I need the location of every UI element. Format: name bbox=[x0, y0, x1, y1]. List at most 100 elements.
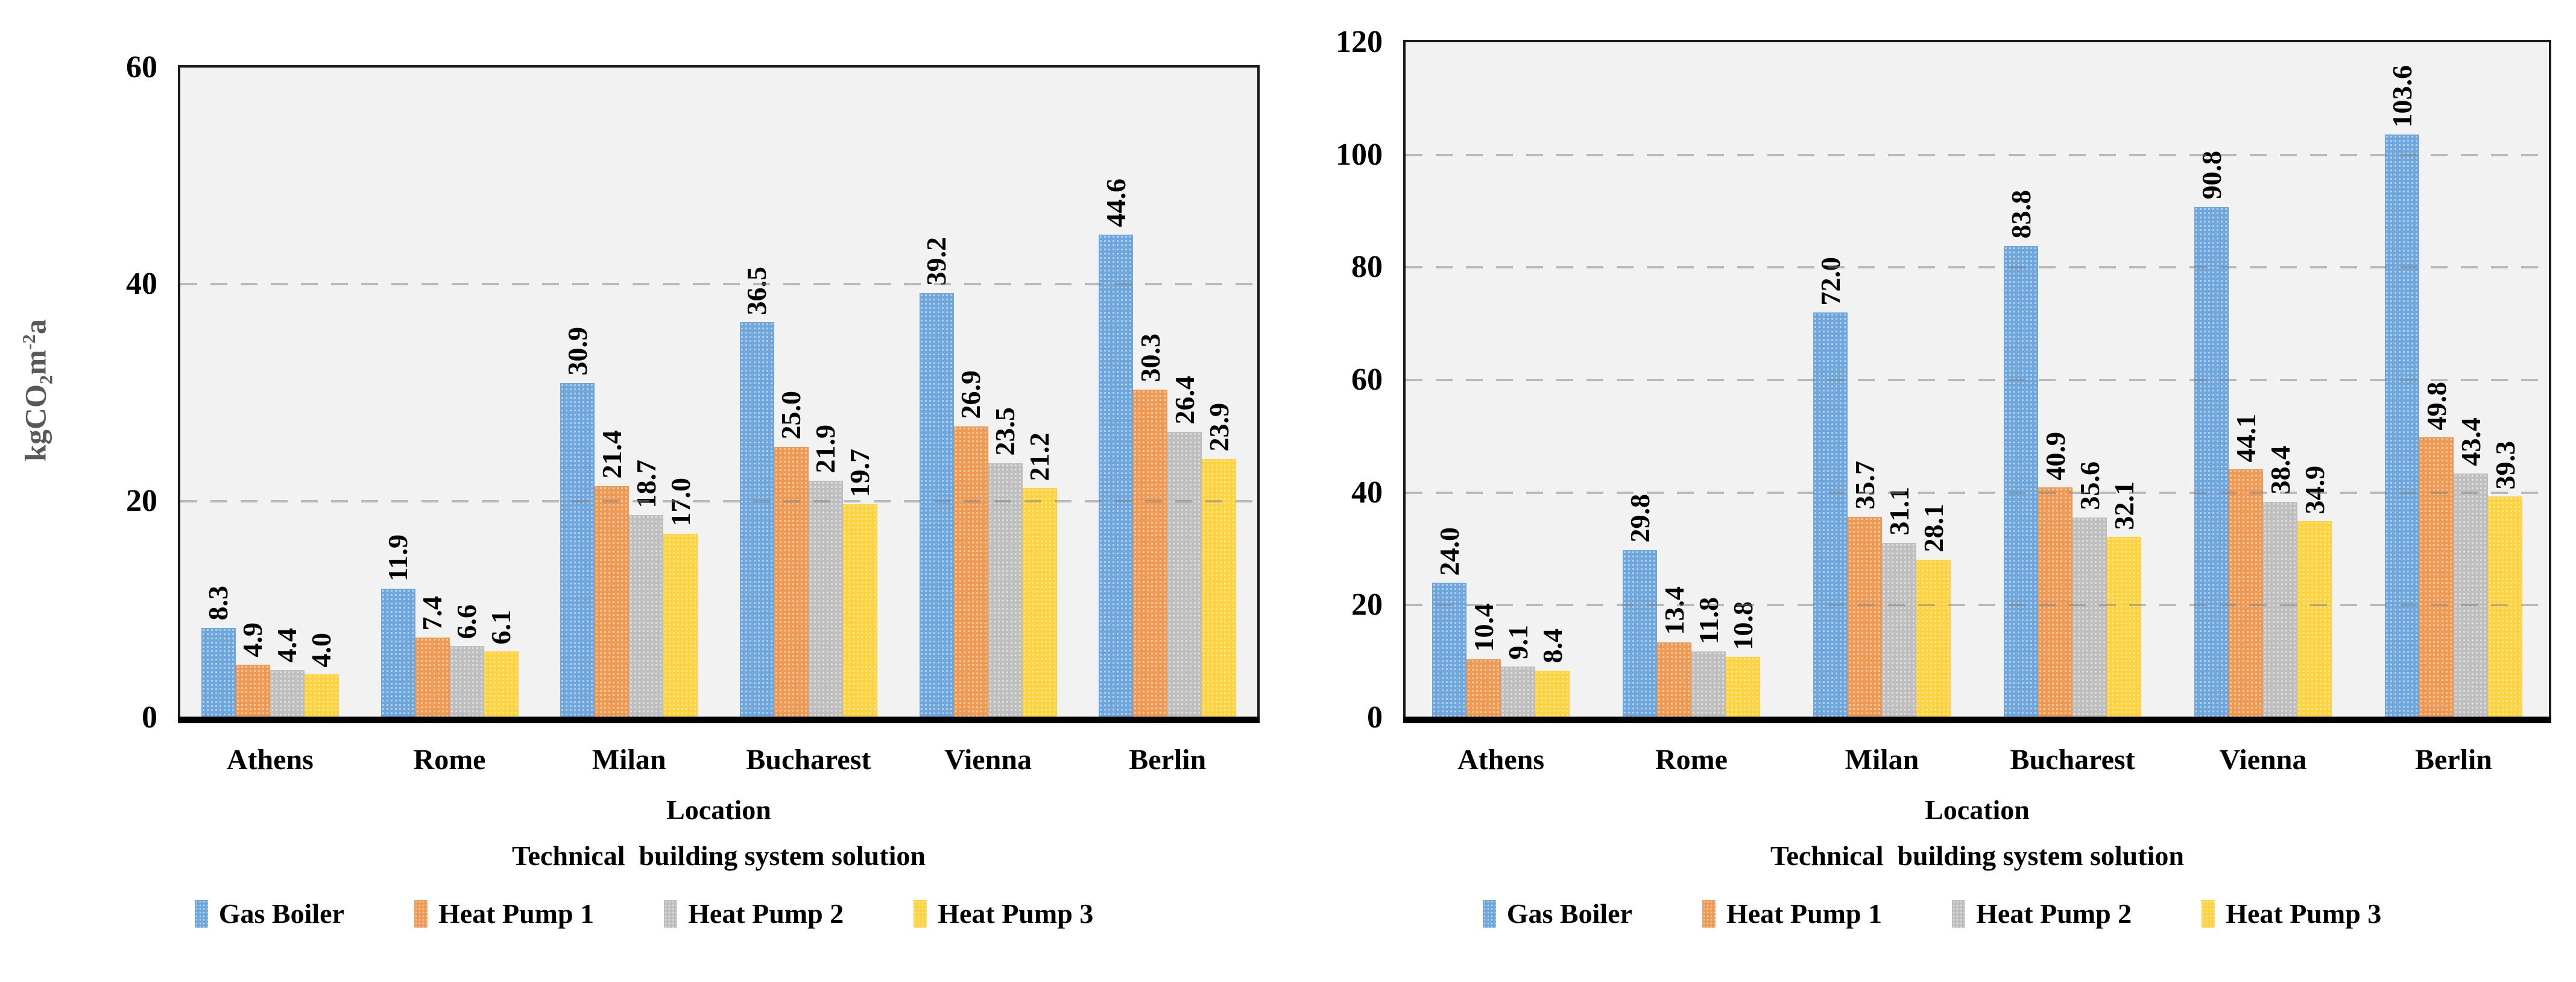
bar-value-label: 24.0 bbox=[1433, 527, 1465, 576]
category-label-athens: Athens bbox=[1457, 744, 1545, 776]
y-axis-tick-label: 40 bbox=[126, 267, 157, 302]
bar-value-label: 11.9 bbox=[382, 534, 413, 582]
bar-heat-pump-2-milan: 18.7 bbox=[629, 460, 664, 718]
bar-value-label: 40.9 bbox=[2039, 431, 2071, 481]
bar-heat-pump-1-vienna: 44.1 bbox=[2229, 414, 2263, 718]
bar-value-label: 44.1 bbox=[2230, 413, 2261, 463]
bar-heat-pump-3-berlin: 39.3 bbox=[2488, 441, 2522, 718]
bar-group-berlin: 44.6 30.3 26.4 23.9 bbox=[1078, 68, 1257, 718]
bar-heat-pump-3-milan: 17.0 bbox=[663, 478, 698, 718]
bar-value-label: 43.4 bbox=[2455, 417, 2486, 466]
bar-gas-boiler-berlin: 103.6 bbox=[2385, 65, 2419, 718]
y-axis-title-mid: m bbox=[18, 349, 52, 375]
x-axis-title-system-solution: Technical building system solution bbox=[512, 840, 926, 871]
category-label-milan: Milan bbox=[592, 744, 666, 776]
bar-group-vienna: 90.8 44.1 38.4 34.9 bbox=[2168, 42, 2358, 718]
legend-item-gas-boiler: Gas Boiler bbox=[194, 898, 344, 929]
legend-swatch-heat-pump-3 bbox=[2202, 900, 2215, 928]
bar-heat-pump-3-vienna: 34.9 bbox=[2297, 466, 2332, 718]
bar-value-label: 35.6 bbox=[2074, 461, 2105, 510]
category-label-milan: Milan bbox=[1845, 744, 1919, 776]
bar-value-label: 21.4 bbox=[596, 430, 627, 479]
bar-group-bucharest: 36.5 25.0 21.9 19.7 bbox=[719, 68, 898, 718]
bar-heat-pump-2-athens: 4.4 bbox=[270, 628, 305, 718]
bar-value-label: 8.3 bbox=[203, 586, 234, 621]
bar-gas-boiler-vienna: 90.8 bbox=[2194, 151, 2229, 718]
category-labels: Athens Rome Milan Bucharest Vienna Berlin bbox=[1406, 743, 2549, 776]
bar-value-label: 10.4 bbox=[1468, 603, 1499, 652]
bar-value-label: 39.3 bbox=[2489, 440, 2521, 490]
bar-value-label: 30.3 bbox=[1134, 334, 1166, 382]
bar-value-label: 29.8 bbox=[1624, 494, 1655, 543]
bar-value-label: 11.8 bbox=[1693, 597, 1724, 644]
y-axis-title-text: kgCO bbox=[18, 384, 52, 461]
legend: Gas Boiler Heat Pump 1 Heat Pump 2 Heat Pum… bbox=[1288, 900, 2576, 928]
bar-group-bucharest: 83.8 40.9 35.6 32.1 bbox=[1977, 42, 2168, 718]
category-label-bucharest: Bucharest bbox=[746, 744, 871, 776]
legend-item-heat-pump-3: Heat Pump 3 bbox=[914, 900, 1093, 928]
y-axis-tick-label: 60 bbox=[126, 50, 157, 84]
legend-label: Gas Boiler bbox=[218, 898, 344, 929]
bar-value-label: 30.9 bbox=[561, 327, 593, 376]
chart-panel-right: 24.0 10.4 9.1 8.4 29.8 13.4 11.8 10.8 72.0 35.7 31… bbox=[1288, 0, 2576, 982]
bar-value-label: 103.6 bbox=[2386, 65, 2417, 128]
y-axis-title-superscript: -2 bbox=[17, 334, 39, 350]
bar-heat-pump-3-bucharest: 32.1 bbox=[2107, 481, 2141, 718]
bar-group-milan: 72.0 35.7 31.1 28.1 bbox=[1787, 42, 1977, 718]
y-axis-title-subscript: 2 bbox=[35, 375, 57, 385]
y-axis-tick-label: 20 bbox=[126, 483, 157, 518]
bar-gas-boiler-vienna: 39.2 bbox=[919, 237, 954, 718]
legend-item-heat-pump-2: Heat Pump 2 bbox=[664, 900, 844, 928]
legend-label: Heat Pump 2 bbox=[1976, 898, 2132, 929]
bar-heat-pump-1-bucharest: 40.9 bbox=[2038, 432, 2072, 718]
bar-group-rome: 29.8 13.4 11.8 10.8 bbox=[1596, 42, 1787, 718]
bar-value-label: 10.8 bbox=[1727, 601, 1758, 650]
legend: Gas Boiler Heat Pump 1 Heat Pump 2 Heat Pum… bbox=[0, 900, 1288, 928]
bar-value-label: 25.0 bbox=[775, 391, 807, 440]
bar-value-label: 72.0 bbox=[1814, 256, 1846, 306]
legend-label: Heat Pump 2 bbox=[688, 898, 844, 929]
y-axis-title: kgCO2m-2a bbox=[18, 319, 57, 461]
category-label-rome: Rome bbox=[1655, 744, 1728, 776]
category-label-bucharest: Bucharest bbox=[2010, 744, 2135, 776]
bar-value-label: 26.9 bbox=[955, 370, 987, 419]
legend-swatch-heat-pump-2 bbox=[664, 900, 678, 928]
bar-value-label: 21.9 bbox=[810, 425, 841, 474]
legend-item-heat-pump-1: Heat Pump 1 bbox=[414, 900, 594, 928]
x-axis-title-system-solution: Technical building system solution bbox=[1770, 840, 2184, 871]
bar-gas-boiler-athens: 24.0 bbox=[1432, 527, 1466, 718]
category-label-berlin: Berlin bbox=[1129, 744, 1207, 776]
bar-value-label: 36.5 bbox=[741, 266, 772, 315]
category-label-vienna: Vienna bbox=[944, 744, 1032, 776]
bar-value-label: 8.4 bbox=[1536, 629, 1568, 664]
bar-groups: 8.3 4.9 4.4 4.0 11.9 7.4 6.6 6.1 30.9 21.4 18.7 17.… bbox=[180, 68, 1257, 718]
plot-area: 24.0 10.4 9.1 8.4 29.8 13.4 11.8 10.8 72.0 35.7 31… bbox=[1336, 27, 2551, 733]
x-axis-title-location: Location bbox=[1925, 794, 2030, 825]
bar-heat-pump-2-berlin: 43.4 bbox=[2454, 417, 2488, 718]
legend-swatch-heat-pump-1 bbox=[1702, 900, 1716, 928]
legend-swatch-heat-pump-3 bbox=[914, 900, 927, 928]
bar-value-label: 23.5 bbox=[990, 407, 1021, 456]
bar-gas-boiler-milan: 72.0 bbox=[1813, 257, 1848, 718]
legend-swatch-gas-boiler bbox=[1482, 900, 1496, 928]
bar-value-label: 4.4 bbox=[271, 628, 303, 663]
bar-value-label: 31.1 bbox=[1883, 487, 1915, 536]
bar-value-label: 44.6 bbox=[1100, 179, 1131, 227]
bar-value-label: 7.4 bbox=[417, 595, 447, 631]
bar-heat-pump-2-rome: 6.6 bbox=[449, 604, 484, 718]
category-label-rome: Rome bbox=[413, 744, 486, 776]
y-axis-tick-label: 100 bbox=[1336, 137, 1383, 172]
bar-heat-pump-3-athens: 4.0 bbox=[304, 633, 339, 718]
bar-group-milan: 30.9 21.4 18.7 17.0 bbox=[539, 68, 719, 718]
legend-swatch-gas-boiler bbox=[194, 900, 208, 928]
legend-swatch-heat-pump-1 bbox=[414, 900, 428, 928]
bar-value-label: 26.4 bbox=[1169, 376, 1200, 425]
plot-area: 8.3 4.9 4.4 4.0 11.9 7.4 6.6 6.1 30.9 21.4 18.7 17.… bbox=[126, 52, 1260, 733]
category-labels: Athens Rome Milan Bucharest Vienna Berlin bbox=[180, 743, 1257, 776]
bar-value-label: 6.1 bbox=[485, 609, 516, 645]
x-axis-line bbox=[1403, 717, 2551, 723]
bar-heat-pump-2-vienna: 38.4 bbox=[2263, 446, 2297, 718]
bar-value-label: 21.2 bbox=[1024, 432, 1055, 481]
legend-label: Gas Boiler bbox=[1506, 898, 1632, 929]
legend-item-gas-boiler: Gas Boiler bbox=[1482, 898, 1632, 929]
